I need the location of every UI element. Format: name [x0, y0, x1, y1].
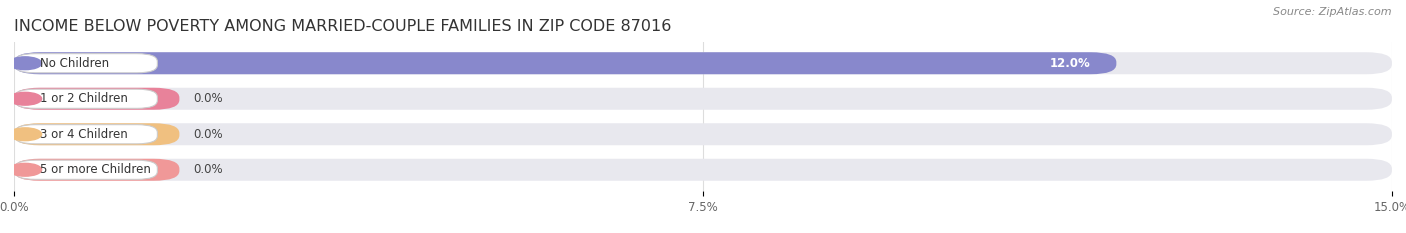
Text: INCOME BELOW POVERTY AMONG MARRIED-COUPLE FAMILIES IN ZIP CODE 87016: INCOME BELOW POVERTY AMONG MARRIED-COUPL… — [14, 19, 672, 34]
FancyBboxPatch shape — [14, 52, 1116, 74]
FancyBboxPatch shape — [14, 123, 180, 145]
FancyBboxPatch shape — [14, 52, 1392, 74]
Circle shape — [8, 128, 42, 141]
Circle shape — [8, 57, 42, 70]
FancyBboxPatch shape — [15, 125, 157, 144]
Text: 3 or 4 Children: 3 or 4 Children — [39, 128, 128, 141]
Text: 0.0%: 0.0% — [193, 163, 222, 176]
Text: 0.0%: 0.0% — [193, 128, 222, 141]
Circle shape — [8, 92, 42, 105]
FancyBboxPatch shape — [15, 54, 157, 73]
FancyBboxPatch shape — [14, 123, 1392, 145]
FancyBboxPatch shape — [15, 160, 157, 179]
FancyBboxPatch shape — [15, 89, 157, 108]
Text: No Children: No Children — [39, 57, 108, 70]
FancyBboxPatch shape — [14, 88, 180, 110]
Text: 5 or more Children: 5 or more Children — [39, 163, 150, 176]
Text: Source: ZipAtlas.com: Source: ZipAtlas.com — [1274, 7, 1392, 17]
FancyBboxPatch shape — [14, 159, 180, 181]
FancyBboxPatch shape — [14, 88, 1392, 110]
Text: 0.0%: 0.0% — [193, 92, 222, 105]
Circle shape — [8, 163, 42, 176]
Text: 1 or 2 Children: 1 or 2 Children — [39, 92, 128, 105]
FancyBboxPatch shape — [14, 159, 1392, 181]
Text: 12.0%: 12.0% — [1050, 57, 1091, 70]
